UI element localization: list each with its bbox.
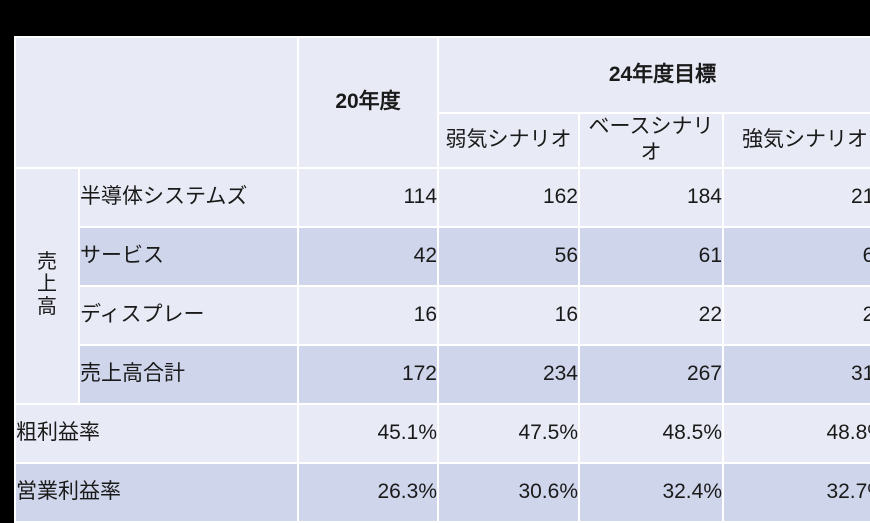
cell-weak: 16 — [439, 286, 578, 344]
cell-strong: 310 — [724, 345, 870, 403]
cell-weak: 234 — [439, 345, 578, 403]
row-item-label-gross-margin: 粗利益率 — [16, 404, 297, 462]
header-scenario-base: ベースシナリオ — [580, 114, 722, 167]
vertical-char: 上 — [37, 273, 57, 296]
financial-table-container: 20年度 24年度目標 弱気シナリオ ベースシナリオ 強気シナリオ 売 上 高 — [14, 36, 870, 523]
row-item-label: 半導体システムズ — [80, 168, 297, 226]
cell-fy20: 114 — [299, 168, 437, 226]
cell-weak: 56 — [439, 227, 578, 285]
row-item-label-operating-margin: 営業利益率 — [16, 463, 297, 521]
header-col-fy20: 20年度 — [299, 38, 437, 167]
header-scenario-weak: 弱気シナリオ — [439, 114, 578, 167]
cell-strong: 217 — [724, 168, 870, 226]
cell-strong: 48.8% — [724, 404, 870, 462]
cell-base: 61 — [580, 227, 722, 285]
cell-strong: 67 — [724, 227, 870, 285]
cell-fy20: 172 — [299, 345, 437, 403]
row-item-label: ディスプレー — [80, 286, 297, 344]
vertical-text-sales: 売 上 高 — [37, 251, 57, 318]
cell-weak: 162 — [439, 168, 578, 226]
cell-strong: 27 — [724, 286, 870, 344]
row-item-label-total: 売上高合計 — [80, 345, 297, 403]
row-item-label: サービス — [80, 227, 297, 285]
label-text: 営業利益率 — [16, 479, 121, 503]
cell-weak: 47.5% — [439, 404, 578, 462]
table-header-row-scenarios: 弱気シナリオ ベースシナリオ 強気シナリオ — [16, 114, 870, 167]
cell-base: 48.5% — [580, 404, 722, 462]
header-scenario-strong: 強気シナリオ — [724, 114, 870, 167]
header-corner-cell — [16, 38, 297, 167]
financial-targets-table: 20年度 24年度目標 弱気シナリオ ベースシナリオ 強気シナリオ 売 上 高 — [14, 36, 870, 523]
cell-fy20: 16 — [299, 286, 437, 344]
cell-weak: 30.6% — [439, 463, 578, 521]
table-row: 売 上 高 半導体システムズ 114 162 184 217 — [16, 168, 870, 403]
screenshot-canvas: 20年度 24年度目標 弱気シナリオ ベースシナリオ 強気シナリオ 売 上 高 — [14, 36, 870, 523]
vertical-char: 売 — [37, 250, 57, 273]
cell-fy20: 45.1% — [299, 404, 437, 462]
header-group-fy24-target: 24年度目標 — [439, 38, 870, 112]
cell-fy20: 26.3% — [299, 463, 437, 521]
cell-base: 22 — [580, 286, 722, 344]
cell-fy20: 42 — [299, 227, 437, 285]
vertical-char: 高 — [37, 295, 57, 318]
table-row: サービス 42 56 61 67 — [16, 227, 870, 285]
table-header-row-top: 20年度 24年度目標 — [16, 38, 870, 167]
row-group-label-sales: 売 上 高 — [16, 168, 78, 403]
table-row: 営業利益率 26.3% 30.6% 32.4% 32.7% — [16, 463, 870, 521]
table-row: ディスプレー 16 16 22 27 — [16, 286, 870, 344]
table-row: 売上高合計 172 234 267 310 — [16, 345, 870, 403]
cell-base: 184 — [580, 168, 722, 226]
cell-base: 32.4% — [580, 463, 722, 521]
cell-base: 267 — [580, 345, 722, 403]
table-row: 粗利益率 45.1% 47.5% 48.5% 48.8% — [16, 404, 870, 462]
cell-strong: 32.7% — [724, 463, 870, 521]
label-text: 粗利益率 — [16, 420, 100, 444]
